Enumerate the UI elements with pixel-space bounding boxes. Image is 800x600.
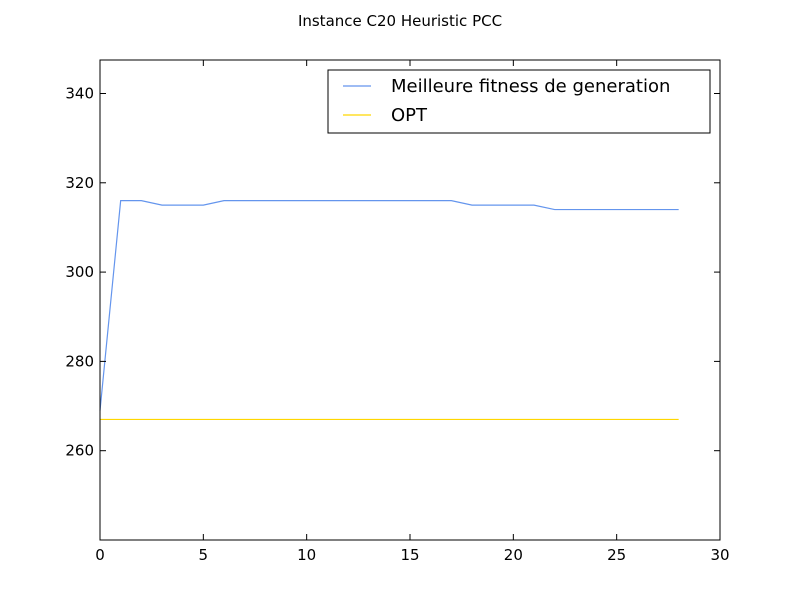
ticks-layer: 0 5 10 15 20 25 30 260 280 300 320 340 [65,60,730,564]
series-line-meilleure-fitness-de-generation [99,200,679,411]
x-tick-label: 5 [199,546,209,564]
legend-label-opt: OPT [391,105,428,126]
x-tick-label: 20 [504,546,523,564]
x-tick-label: 30 [710,546,729,564]
y-tick-label: 280 [65,352,94,370]
y-tick-label: 340 [65,84,94,102]
x-tick-label: 0 [95,546,105,564]
series-layer [99,200,679,421]
y-tick-label: 320 [65,174,94,192]
y-tick-label: 300 [65,263,94,281]
y-tick-label: 260 [65,442,94,460]
legend-label-meilleure-fitness: Meilleure fitness de generation [391,76,670,97]
x-tick-label: 25 [607,546,626,564]
x-tick-label: 10 [297,546,316,564]
legend: Meilleure fitness de generation OPT [327,69,711,134]
x-tick-label: 15 [400,546,419,564]
legend-box [327,69,711,134]
chart-title: Instance C20 Heuristic PCC [298,12,502,30]
